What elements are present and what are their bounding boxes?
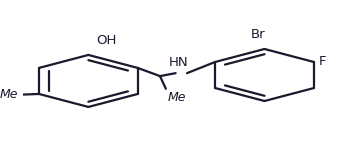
Text: OH: OH <box>97 34 117 47</box>
Text: HN: HN <box>169 56 189 69</box>
Text: Br: Br <box>251 28 265 41</box>
Text: Me: Me <box>0 88 19 101</box>
Text: F: F <box>319 56 326 69</box>
Text: Me: Me <box>168 91 186 104</box>
